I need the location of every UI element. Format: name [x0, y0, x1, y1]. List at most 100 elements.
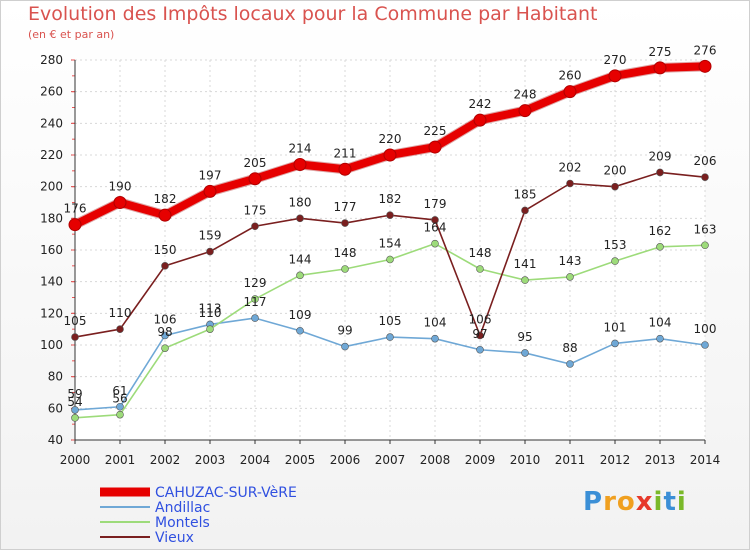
- data-point: [206, 247, 214, 256]
- data-label: 164: [424, 221, 447, 235]
- data-point: [563, 85, 577, 99]
- data-point: [701, 173, 709, 181]
- data-label: 97: [472, 327, 487, 341]
- data-point: [431, 239, 439, 248]
- y-tick-label: 280: [40, 53, 63, 67]
- data-point: [476, 265, 484, 273]
- x-tick-label: 2007: [375, 453, 406, 467]
- x-tick-label: 2004: [240, 453, 271, 467]
- data-point: [116, 402, 124, 411]
- y-tick-label: 180: [40, 211, 63, 225]
- data-point: [341, 342, 349, 351]
- data-label: 106: [154, 313, 177, 327]
- x-tick-label: 2006: [330, 453, 361, 467]
- data-label: 105: [64, 314, 87, 328]
- data-label: 150: [154, 243, 177, 257]
- y-tick-label: 160: [40, 243, 63, 257]
- data-label: 99: [337, 324, 352, 338]
- data-point: [206, 325, 214, 333]
- data-point: [296, 271, 304, 280]
- data-point: [341, 219, 349, 227]
- x-tick-label: 2001: [105, 453, 136, 467]
- data-label: 88: [562, 341, 577, 355]
- x-tick-label: 2013: [645, 453, 676, 467]
- y-tick-label: 120: [40, 306, 63, 320]
- data-label: 205: [244, 156, 267, 170]
- logo-letter: x: [635, 487, 654, 517]
- legend-entry: Vieux: [155, 530, 194, 546]
- data-label: 276: [694, 43, 717, 57]
- y-tick-label: 60: [48, 401, 63, 415]
- data-label: 101: [604, 320, 627, 334]
- data-point: [341, 265, 349, 273]
- x-tick-label: 2010: [510, 453, 541, 467]
- logo-letter: r: [603, 487, 617, 517]
- data-point: [476, 345, 484, 354]
- data-point: [521, 206, 529, 215]
- data-label: 61: [112, 384, 127, 398]
- chart-subtitle: (en € et par an): [28, 28, 115, 41]
- data-label: 104: [424, 316, 447, 330]
- data-point: [611, 257, 619, 265]
- x-tick-label: 2009: [465, 453, 496, 467]
- data-label: 153: [604, 238, 627, 252]
- data-point: [71, 414, 79, 422]
- data-label: 182: [154, 192, 177, 206]
- data-point: [293, 158, 307, 171]
- data-label: 148: [334, 246, 357, 260]
- x-tick-label: 2012: [600, 453, 631, 467]
- data-label: 54: [67, 395, 82, 409]
- data-label: 109: [289, 308, 312, 322]
- data-label: 104: [649, 316, 672, 330]
- data-point: [611, 182, 619, 191]
- data-point: [428, 140, 442, 154]
- legend-entry: Montels: [155, 515, 210, 531]
- x-tick-label: 2000: [60, 453, 91, 467]
- data-label: 175: [244, 203, 267, 217]
- x-tick-label: 2005: [285, 453, 316, 467]
- data-point: [251, 314, 259, 322]
- data-label: 154: [379, 237, 402, 251]
- y-tick-label: 100: [40, 338, 63, 352]
- data-point: [383, 148, 397, 162]
- data-label: 242: [469, 97, 492, 111]
- data-point: [161, 331, 169, 340]
- data-label: 177: [334, 200, 357, 214]
- data-point: [113, 196, 127, 209]
- data-label: 98: [157, 325, 172, 339]
- data-point: [71, 406, 79, 414]
- data-label: 270: [604, 53, 627, 67]
- data-label: 180: [289, 195, 312, 209]
- data-label: 110: [199, 306, 222, 320]
- data-label: 179: [424, 197, 447, 211]
- data-label: 105: [379, 314, 402, 328]
- data-point: [656, 168, 664, 177]
- data-point: [656, 334, 664, 343]
- data-point: [521, 276, 529, 284]
- data-label: 275: [649, 45, 672, 59]
- data-point: [566, 273, 574, 281]
- data-point: [698, 59, 712, 73]
- chart-title: Evolution des Impôts locaux pour la Comm…: [28, 3, 598, 25]
- data-point: [701, 341, 709, 349]
- logo-letter: i: [653, 487, 664, 517]
- data-label: 110: [109, 306, 132, 320]
- data-label: 100: [694, 322, 717, 336]
- proxiti-logo: Proxiti: [583, 487, 687, 517]
- logo-letter: t: [663, 487, 677, 517]
- data-label: 248: [514, 88, 537, 102]
- data-point: [608, 69, 622, 83]
- data-label: 148: [469, 246, 492, 260]
- data-point: [431, 334, 439, 343]
- data-point: [611, 339, 619, 348]
- data-point: [386, 333, 394, 341]
- data-label: 95: [517, 330, 532, 344]
- y-tick-label: 140: [40, 275, 63, 289]
- data-label: 209: [649, 149, 672, 163]
- data-point: [701, 241, 709, 250]
- logo-letter: P: [583, 487, 604, 517]
- data-point: [518, 104, 532, 118]
- data-point: [566, 179, 574, 188]
- data-point: [71, 333, 79, 341]
- y-tick-label: 220: [40, 148, 63, 162]
